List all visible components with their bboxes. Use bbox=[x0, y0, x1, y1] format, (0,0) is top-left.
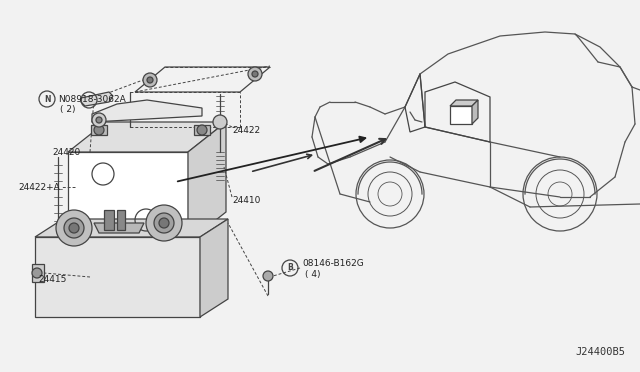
Circle shape bbox=[143, 73, 157, 87]
Text: 08146-B162G: 08146-B162G bbox=[302, 260, 364, 269]
Bar bbox=[194, 125, 210, 135]
Circle shape bbox=[32, 268, 42, 278]
Circle shape bbox=[69, 223, 79, 233]
Polygon shape bbox=[68, 122, 226, 152]
Circle shape bbox=[263, 271, 273, 281]
Circle shape bbox=[56, 210, 92, 246]
Circle shape bbox=[92, 113, 106, 127]
Polygon shape bbox=[450, 106, 472, 124]
Circle shape bbox=[154, 213, 174, 233]
Text: 24420: 24420 bbox=[52, 148, 80, 157]
Text: ( 2): ( 2) bbox=[60, 105, 76, 113]
Polygon shape bbox=[200, 219, 228, 317]
Text: 24422: 24422 bbox=[232, 125, 260, 135]
Bar bbox=[104, 210, 114, 230]
Text: 24422+A: 24422+A bbox=[18, 183, 60, 192]
Circle shape bbox=[213, 115, 227, 129]
Circle shape bbox=[197, 125, 207, 135]
Bar bbox=[91, 125, 107, 135]
Bar bbox=[117, 210, 125, 230]
Circle shape bbox=[147, 77, 153, 83]
Circle shape bbox=[248, 67, 262, 81]
Polygon shape bbox=[68, 152, 188, 242]
Circle shape bbox=[94, 125, 104, 135]
Circle shape bbox=[252, 71, 258, 77]
Text: N: N bbox=[44, 94, 51, 103]
Circle shape bbox=[146, 205, 182, 241]
Polygon shape bbox=[188, 122, 226, 242]
Circle shape bbox=[64, 218, 84, 238]
Circle shape bbox=[159, 218, 169, 228]
Polygon shape bbox=[472, 100, 478, 124]
Circle shape bbox=[96, 117, 102, 123]
Text: B: B bbox=[287, 263, 293, 273]
Polygon shape bbox=[32, 264, 44, 282]
Polygon shape bbox=[35, 219, 228, 237]
Polygon shape bbox=[94, 223, 144, 233]
Polygon shape bbox=[35, 237, 200, 317]
Text: 24415: 24415 bbox=[38, 276, 67, 285]
Polygon shape bbox=[92, 100, 202, 122]
Polygon shape bbox=[450, 100, 478, 106]
Text: 24410: 24410 bbox=[232, 196, 260, 205]
Text: N08918-3062A: N08918-3062A bbox=[58, 94, 125, 103]
Text: ( 4): ( 4) bbox=[305, 270, 321, 279]
Text: J24400B5: J24400B5 bbox=[575, 347, 625, 357]
Polygon shape bbox=[81, 92, 113, 106]
